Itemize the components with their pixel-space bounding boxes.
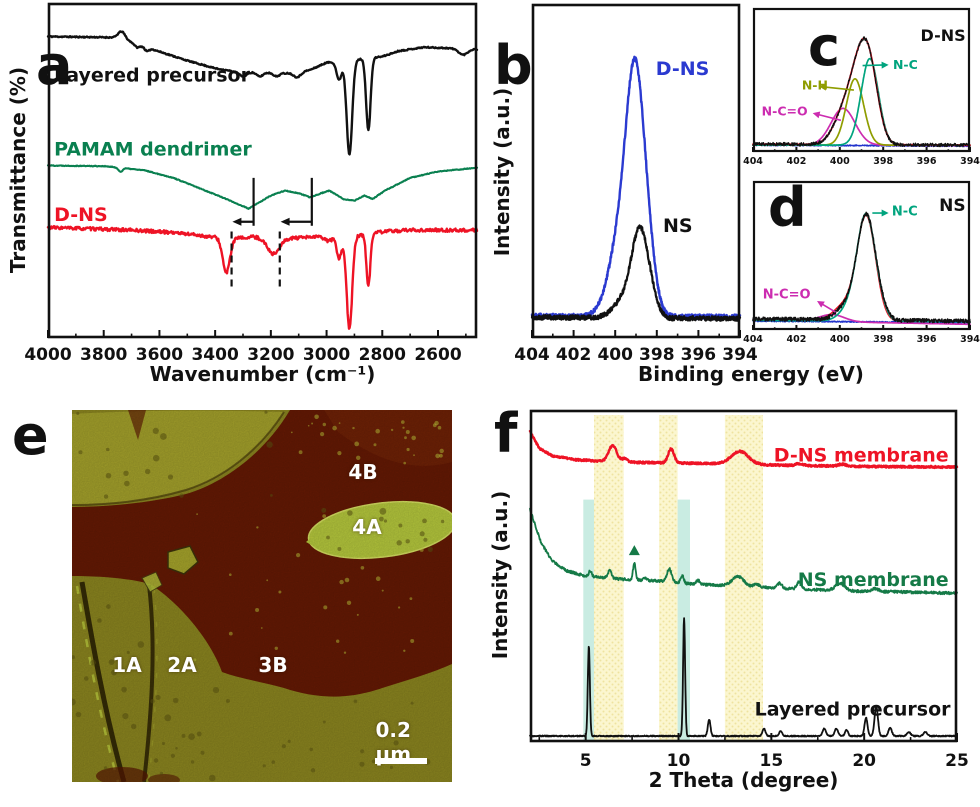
svg-text:394: 394	[722, 345, 758, 365]
svg-text:NS: NS	[939, 196, 965, 216]
svg-text:5: 5	[580, 751, 592, 771]
svg-text:PAMAM dendrimer: PAMAM dendrimer	[54, 138, 252, 160]
svg-text:398: 398	[873, 156, 893, 167]
svg-text:NS membrane: NS membrane	[798, 569, 949, 591]
panel-letter-a: a	[36, 34, 73, 97]
svg-text:Layered precursor: Layered precursor	[755, 698, 951, 720]
svg-text:2800: 2800	[359, 345, 406, 365]
svg-text:3200: 3200	[247, 345, 294, 365]
panel-letter-e: e	[12, 404, 49, 467]
svg-text:398: 398	[873, 334, 893, 345]
ftir-yaxis-label: Transmittance (%)	[6, 66, 30, 274]
svg-text:D-NS membrane: D-NS membrane	[774, 444, 949, 466]
svg-text:404: 404	[743, 334, 763, 345]
svg-text:10: 10	[667, 751, 691, 771]
svg-text:3600: 3600	[136, 345, 183, 365]
svg-text:398: 398	[639, 345, 675, 365]
panel-letter-d: d	[768, 176, 807, 239]
svg-text:D-NS: D-NS	[54, 204, 108, 226]
panel-letter-c: c	[808, 15, 841, 78]
svg-text:N-C: N-C	[892, 204, 918, 219]
svg-text:400: 400	[597, 345, 633, 365]
svg-text:15: 15	[760, 751, 784, 771]
panel-letter-b: b	[494, 34, 533, 97]
svg-text:20: 20	[852, 751, 876, 771]
svg-text:D-NS: D-NS	[656, 58, 710, 80]
svg-text:3800: 3800	[80, 345, 127, 365]
svg-text:394: 394	[960, 156, 980, 167]
svg-text:394: 394	[960, 334, 980, 345]
panel-letter-f: f	[494, 402, 518, 465]
svg-text:400: 400	[830, 156, 850, 167]
xps-n1s-chart: 404 402 400 398 396 394 D-NS NS	[514, 3, 758, 365]
svg-text:3400: 3400	[191, 345, 238, 365]
svg-text:404: 404	[514, 345, 550, 365]
svg-text:396: 396	[917, 156, 937, 167]
svg-text:4000: 4000	[24, 345, 71, 365]
afm-artwork	[68, 410, 457, 786]
svg-text:25: 25	[945, 751, 969, 771]
afm-label-2a: 2A	[167, 653, 197, 677]
xps-fit-ns-chart: 404 402 400 398 396 394 NS N-C N-C=O	[743, 180, 980, 345]
xps-yaxis-label: Intensity (a.u.)	[490, 87, 514, 257]
svg-text:400: 400	[830, 334, 850, 345]
afm-label-4b: 4B	[348, 460, 378, 484]
svg-text:402: 402	[786, 156, 806, 167]
xrd-xaxis-label: 2 Theta (degree)	[648, 768, 839, 792]
svg-text:N-H: N-H	[802, 77, 828, 92]
svg-text:N-C=O: N-C=O	[762, 103, 808, 118]
svg-text:NS: NS	[663, 215, 693, 237]
svg-text:404: 404	[743, 156, 763, 167]
ftir-chart: 4000 3800 3600 3400 3200 3000 2800 2600 Layered …	[24, 2, 479, 365]
svg-text:402: 402	[786, 334, 806, 345]
afm-grain	[72, 410, 452, 782]
ftir-xaxis-label: Wavenumber (cm⁻¹)	[149, 362, 376, 386]
afm-label-3b: 3B	[258, 653, 288, 677]
svg-text:N-C: N-C	[893, 57, 918, 72]
xrd-chart: 5 10 15 20 25 D-NS membrane NS membrane Layered…	[528, 409, 969, 771]
afm-image: 1A 2A 3B 4A 4B 0.2 μm	[68, 410, 457, 786]
afm-label-1a: 1A	[112, 653, 142, 677]
svg-text:Layered precursor: Layered precursor	[54, 65, 250, 87]
svg-text:396: 396	[917, 334, 937, 345]
xrd-yaxis-label: Intensity (a.u.)	[488, 490, 512, 660]
svg-text:402: 402	[556, 345, 592, 365]
svg-text:396: 396	[681, 345, 717, 365]
xps-fit-dns-chart: 404 402 400 398 396 394 D-NSN-C N-H N-C=O	[743, 7, 980, 167]
svg-text:2600: 2600	[414, 345, 461, 365]
binding-energy-axis-label: Binding energy (eV)	[638, 362, 864, 386]
svg-text:3000: 3000	[303, 345, 350, 365]
afm-label-4a: 4A	[352, 515, 382, 539]
svg-text:N-C=O: N-C=O	[763, 288, 811, 303]
svg-text:D-NS: D-NS	[921, 26, 966, 45]
afm-scalebar	[375, 758, 427, 764]
